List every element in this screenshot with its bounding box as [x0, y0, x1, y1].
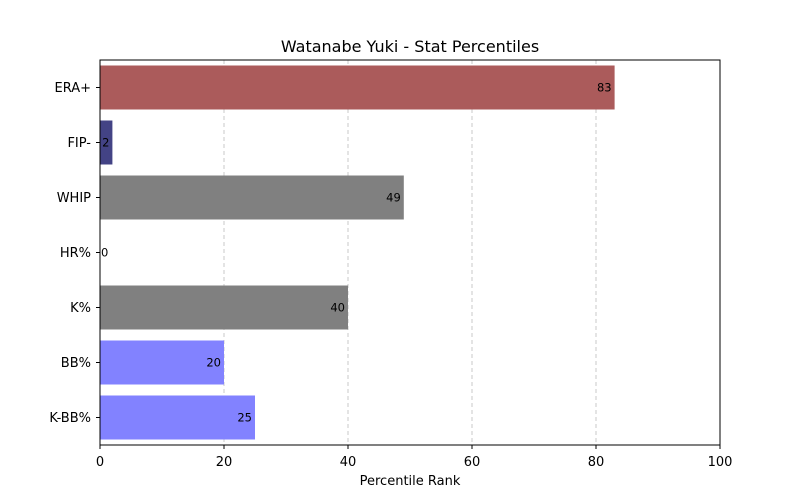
grid-lines	[99, 60, 721, 445]
bar	[100, 175, 404, 220]
data-label: 25	[237, 411, 252, 425]
data-label: 2	[102, 136, 109, 150]
data-label: 49	[386, 191, 401, 205]
data-label: 83	[597, 81, 612, 95]
y-axis-ticks: ERA+ FIP- WHIP HR% K% BB% K-BB%	[49, 81, 100, 426]
chart-title: Watanabe Yuki - Stat Percentiles	[281, 37, 539, 56]
bars	[100, 65, 615, 440]
plot-frame	[99, 59, 721, 446]
y-tick-label: WHIP	[57, 191, 91, 206]
data-labels: 83 2 49 0 40 20 25	[101, 81, 612, 425]
x-tick-label: 20	[216, 455, 233, 470]
bar	[100, 285, 348, 330]
x-tick-label: 80	[588, 455, 605, 470]
x-axis-ticks: 0 20 40 60 80 100	[96, 445, 733, 470]
y-tick-label: ERA+	[54, 81, 91, 96]
y-tick-label: K%	[70, 301, 91, 316]
y-tick-label: K-BB%	[49, 411, 91, 426]
y-tick-label: BB%	[61, 356, 91, 371]
bar	[100, 65, 615, 110]
data-label: 40	[330, 301, 345, 315]
data-label: 20	[206, 356, 221, 370]
y-tick-label: HR%	[60, 246, 91, 261]
x-axis-title: Percentile Rank	[360, 474, 461, 489]
x-tick-label: 60	[464, 455, 481, 470]
bar	[100, 395, 255, 440]
data-label: 0	[101, 246, 108, 260]
x-tick-label: 0	[96, 455, 104, 470]
x-tick-label: 40	[340, 455, 357, 470]
y-tick-label: FIP-	[67, 136, 91, 151]
bar	[100, 120, 113, 165]
bar	[100, 340, 224, 385]
x-tick-label: 100	[708, 455, 733, 470]
